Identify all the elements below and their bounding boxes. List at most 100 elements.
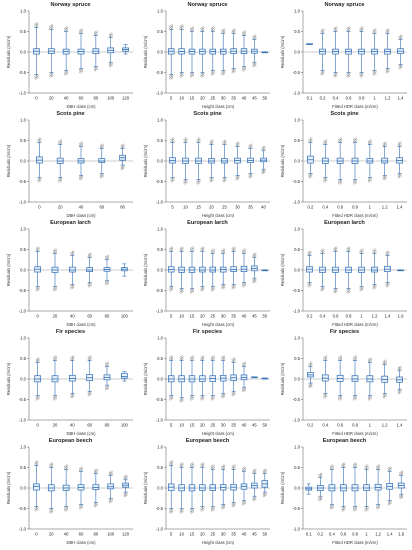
x-tick-label: 80 <box>94 532 99 537</box>
outlier-point <box>384 177 387 180</box>
outlier-point <box>387 30 390 33</box>
box-iqr <box>86 267 94 272</box>
outlier-point <box>198 139 201 142</box>
y-tick-label: -1.0 <box>19 199 27 204</box>
outlier-point <box>322 288 325 291</box>
outlier-point <box>190 73 193 76</box>
outlier-point <box>233 246 236 249</box>
chart-title: Norway spruce <box>187 2 228 8</box>
outlier-point <box>105 387 108 391</box>
x-tick-label: 60 <box>79 532 84 537</box>
x-tick-label: 0.6 <box>346 96 352 101</box>
outlier-point <box>169 289 172 292</box>
outlier-point <box>212 288 215 291</box>
outlier-point <box>120 144 123 147</box>
outlier-point <box>333 75 336 78</box>
outlier-point <box>361 26 364 29</box>
chart-panel: European larch 1.0 0.5 0.0 -0.5 -1.0 Residuals… <box>139 220 276 330</box>
outlier-point <box>36 462 39 465</box>
outlier-point <box>210 71 214 74</box>
boxplot-svg: 1.0 0.5 0.0 -0.5 -1.0 Residuals (m/cm) Height … <box>143 226 270 327</box>
outlier-point <box>248 174 251 177</box>
outlier-point <box>359 73 362 76</box>
outlier-point <box>190 356 193 359</box>
outlier-point <box>333 247 336 250</box>
outlier-point <box>263 171 266 174</box>
y-tick-label: 1.0 <box>157 226 163 231</box>
outlier-point <box>191 290 194 293</box>
outlier-point <box>307 283 310 286</box>
outlier-point <box>322 72 325 75</box>
x-tick-label: 1 <box>365 532 368 537</box>
outlier-point <box>191 26 194 29</box>
outlier-point <box>58 178 61 181</box>
box-0.2 <box>319 28 326 76</box>
y-tick-label: -1.0 <box>293 308 301 313</box>
x-tick-label: 30 <box>221 423 226 428</box>
y-tick-label: -1.0 <box>19 526 27 531</box>
x-tick-label: 0.2 <box>320 96 326 101</box>
box-1.2 <box>381 359 389 399</box>
outlier-point <box>51 26 54 29</box>
box-60 <box>86 252 94 288</box>
outlier-point <box>222 30 226 33</box>
outlier-point <box>37 178 40 181</box>
box-iqr <box>209 484 217 491</box>
outlier-point <box>212 355 215 358</box>
chart-title: European larch <box>50 220 91 226</box>
outlier-point <box>35 287 38 290</box>
outlier-point <box>222 178 225 181</box>
boxplot-svg: 1.0 0.5 0.0 -0.5 -1.0 Residuals (m/cm) DBH cla… <box>6 335 133 436</box>
chart-title: Fir species <box>192 329 223 335</box>
outlier-point <box>181 24 184 27</box>
boxplot-svg: 1.0 0.5 0.0 -0.5 -1.0 Residuals (m/cm) Fitted … <box>280 117 407 218</box>
outlier-point <box>80 177 83 180</box>
outlier-point <box>252 253 255 256</box>
outlier-point <box>354 355 357 358</box>
outlier-point <box>101 143 104 146</box>
outlier-point <box>382 360 385 363</box>
chart-title: Norway spruce <box>324 2 365 8</box>
outlier-point <box>51 74 54 77</box>
outlier-point <box>54 397 57 400</box>
outlier-point <box>338 398 341 401</box>
outlier-point <box>172 139 175 142</box>
outlier-point <box>200 27 203 30</box>
x-axis-label: Height class (cm) <box>202 104 235 109</box>
outlier-point <box>36 24 39 27</box>
outlier-point <box>179 25 182 28</box>
x-tick-label: 20 <box>200 96 205 101</box>
y-axis-label: Residuals (m/cm) <box>6 35 11 68</box>
outlier-point <box>221 71 224 74</box>
outlier-point <box>101 175 104 178</box>
outlier-point <box>211 179 214 182</box>
outlier-point <box>170 248 174 251</box>
outlier-point <box>196 138 199 141</box>
outlier-point <box>231 287 234 290</box>
outlier-point <box>242 285 245 288</box>
y-tick-label: 0.0 <box>157 158 163 163</box>
outlier-point <box>348 290 351 293</box>
y-axis-label: Residuals (m/cm) <box>143 35 148 68</box>
y-axis-label: Residuals (m/cm) <box>280 471 285 504</box>
outlier-point <box>221 394 224 397</box>
outlier-point <box>222 355 226 358</box>
outlier-point <box>361 250 364 253</box>
outlier-point <box>221 285 224 288</box>
outlier-point <box>252 35 255 38</box>
outlier-point <box>198 181 201 184</box>
outlier-point <box>262 469 266 472</box>
outlier-point <box>190 75 193 78</box>
outlier-point <box>384 141 387 144</box>
outlier-point <box>307 251 310 254</box>
outlier-point <box>354 462 357 465</box>
outlier-point <box>323 140 326 143</box>
outlier-point <box>49 75 52 78</box>
outlier-point <box>70 285 73 288</box>
box-iqr <box>363 484 370 491</box>
x-axis-label: DBH class (cm) <box>66 213 96 218</box>
box-10 <box>182 137 189 185</box>
outlier-point <box>339 139 342 142</box>
outlier-point <box>310 384 313 388</box>
box-1.2 <box>384 28 391 74</box>
